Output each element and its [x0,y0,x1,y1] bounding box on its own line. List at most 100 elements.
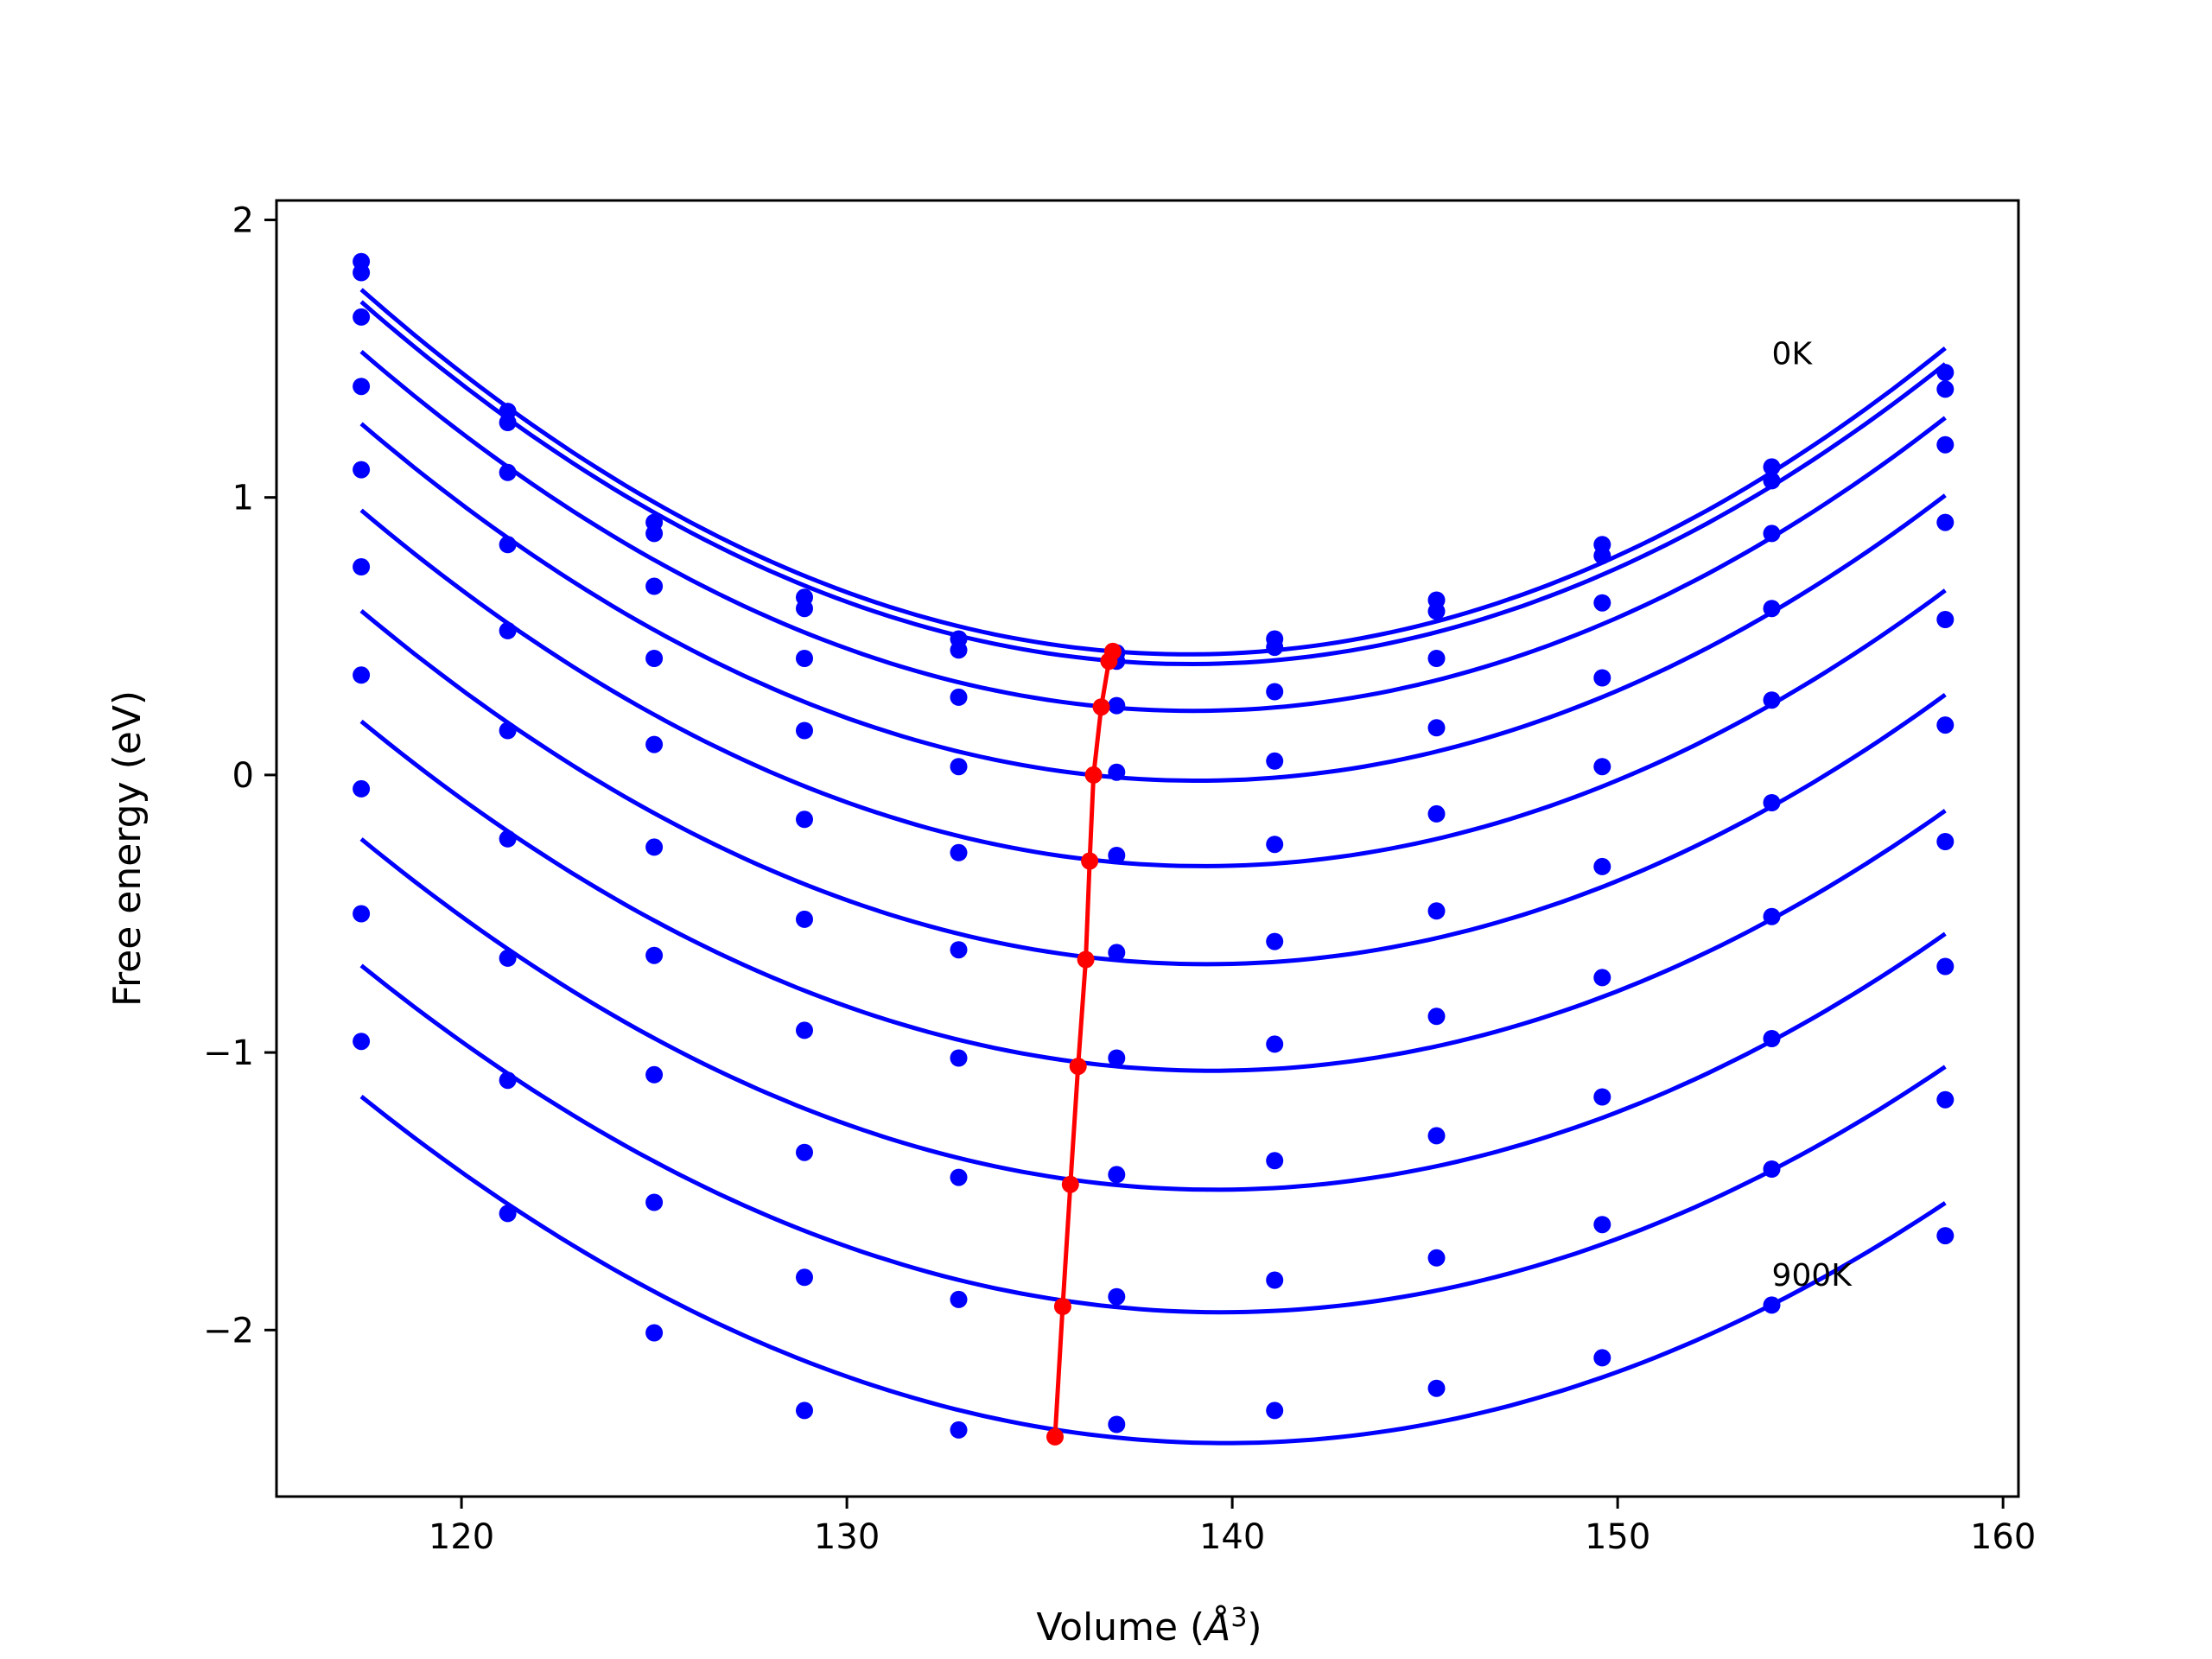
fit-curve-1 [359,288,1947,657]
data-point [1593,857,1611,875]
data-point [1936,957,1955,976]
data-point [1936,1227,1955,1245]
data-point [796,600,813,618]
data-point [1763,1296,1781,1314]
data-point [645,524,664,543]
data-point [1936,611,1955,628]
x-tick-label: 140 [1199,1517,1265,1557]
fit-curve-4 [359,422,1947,783]
data-point [1593,1349,1611,1367]
data-point [645,838,664,856]
y-tick-label: 0 [232,756,254,796]
data-point [950,843,968,861]
fit-curve-9 [359,963,1947,1315]
data-point [1427,1127,1446,1145]
data-point [353,264,371,282]
minimum-point [1100,652,1118,671]
data-point [499,830,517,848]
data-point [950,1290,968,1308]
data-point [353,666,371,684]
fit-curve-2 [359,300,1947,667]
data-point [1266,932,1284,950]
data-point [1108,1049,1126,1067]
data-point [353,308,371,326]
minima-line [1052,650,1116,1438]
data-point [1427,650,1446,667]
data-point [1108,1415,1126,1433]
data-point [1427,719,1446,737]
data-point [1763,472,1781,490]
data-point [1593,669,1611,687]
data-point [645,577,664,595]
annotations: 0K 900K [1772,337,1853,1294]
data-point [1266,683,1284,701]
data-point [1427,902,1446,920]
data-point [1108,1166,1126,1184]
data-point [1266,1402,1284,1420]
data-point [353,558,371,575]
x-axis-title: Volume (Å3) [1036,1603,1262,1649]
data-point [1593,1216,1611,1234]
data-point [645,1193,664,1211]
data-point [1763,1030,1781,1047]
data-point [353,905,371,923]
data-point [796,910,813,928]
x-tick-label: 130 [814,1517,880,1557]
fit-curve-3 [359,350,1947,714]
data-point [1763,1160,1781,1178]
y-tick-label: −1 [203,1033,254,1073]
x-tick-label: 160 [1970,1517,2036,1557]
ticks: 120 130 140 150 160 2 1 0 −1 −2 [203,200,2036,1557]
data-point [1593,758,1611,776]
data-point [796,1143,813,1161]
minimum-point [1081,852,1099,870]
data-point [1266,752,1284,770]
data-point [1108,1287,1126,1306]
fit-curve-8 [359,837,1947,1192]
y-tick-label: −2 [203,1311,254,1351]
data-point [1108,847,1126,864]
data-point [499,949,517,967]
fit-curve-10 [359,1095,1947,1446]
data-point [1593,969,1611,987]
data-point [645,1324,664,1342]
y-tick-label: 1 [232,479,254,518]
minimum-point [1046,1427,1064,1446]
data-point [1936,513,1955,531]
data-point [499,536,517,554]
minimum-point [1077,950,1095,969]
data-point [499,1071,517,1090]
minimum-point [1069,1058,1087,1076]
data-point [1763,907,1781,925]
data-point [1266,639,1284,657]
data-point [499,463,517,481]
fit-curve-5 [359,508,1947,868]
minimum-point [1092,698,1110,716]
fit-curve-6 [359,608,1947,967]
data-point [950,1168,968,1186]
x-tick-label: 120 [429,1517,494,1557]
y-tick-label: 2 [232,200,254,240]
data-point [796,1268,813,1287]
data-point [1266,1152,1284,1170]
data-point [1427,602,1446,620]
data-point [353,1033,371,1051]
data-point [1936,716,1955,734]
data-point [950,1421,968,1439]
data-point [950,758,968,776]
curve-annotation: 900K [1772,1258,1853,1294]
data-point [1936,380,1955,398]
data-point [950,941,968,959]
axes-frame [275,199,2020,1498]
data-point [1108,944,1126,962]
data-point [1266,1035,1284,1053]
data-point [1593,547,1611,565]
data-point [796,1021,813,1039]
data-point [796,1402,813,1420]
data-point [645,650,664,667]
data-point [1763,600,1781,618]
data-point [1593,1088,1611,1106]
data-point [1763,794,1781,811]
data-point [1763,691,1781,709]
data-point [353,378,371,396]
